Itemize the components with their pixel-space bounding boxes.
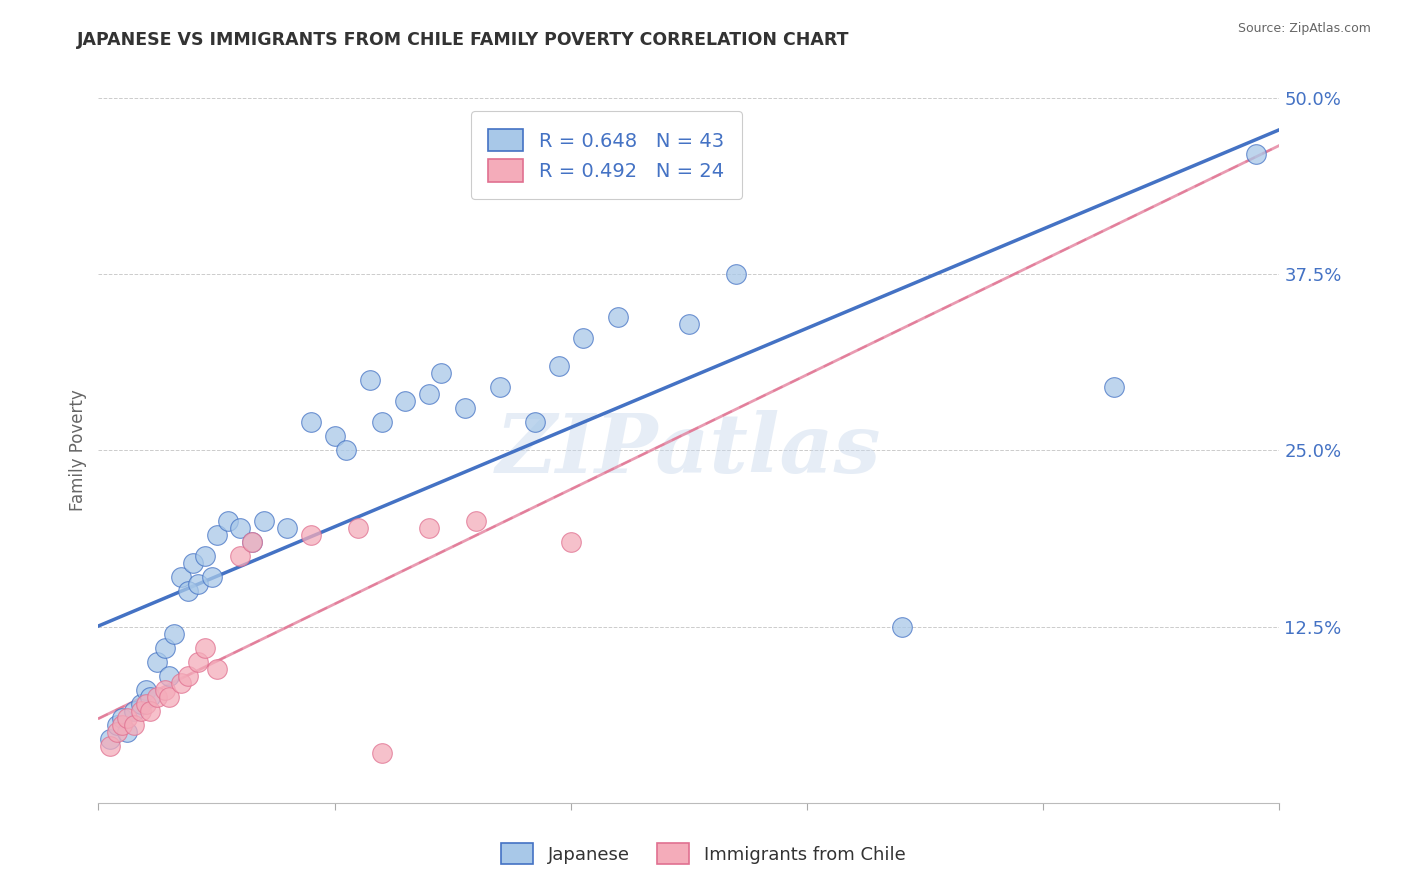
Legend: R = 0.648   N = 43, R = 0.492   N = 24: R = 0.648 N = 43, R = 0.492 N = 24 — [471, 112, 741, 199]
Point — [153, 683, 176, 698]
Point — [240, 535, 263, 549]
Point — [194, 549, 217, 564]
Point — [187, 655, 209, 669]
Point — [146, 655, 169, 669]
Point — [371, 415, 394, 429]
Point — [299, 528, 322, 542]
Point — [217, 514, 239, 528]
Point — [139, 690, 162, 705]
Point — [489, 380, 512, 394]
Point — [725, 268, 748, 282]
Point — [122, 718, 145, 732]
Point — [1244, 147, 1267, 161]
Point — [205, 528, 228, 542]
Point — [299, 415, 322, 429]
Point — [1102, 380, 1125, 394]
Point — [276, 521, 298, 535]
Text: JAPANESE VS IMMIGRANTS FROM CHILE FAMILY POVERTY CORRELATION CHART: JAPANESE VS IMMIGRANTS FROM CHILE FAMILY… — [77, 31, 849, 49]
Point — [418, 387, 440, 401]
Point — [98, 732, 121, 747]
Point — [194, 640, 217, 655]
Point — [129, 704, 152, 718]
Point — [465, 514, 488, 528]
Point — [205, 662, 228, 676]
Point — [153, 640, 176, 655]
Point — [253, 514, 276, 528]
Point — [548, 359, 571, 373]
Point — [157, 669, 180, 683]
Point — [98, 739, 121, 754]
Legend: Japanese, Immigrants from Chile: Japanese, Immigrants from Chile — [486, 829, 920, 879]
Point — [177, 669, 200, 683]
Point — [201, 570, 224, 584]
Point — [115, 725, 138, 739]
Point — [229, 549, 252, 564]
Point — [524, 415, 547, 429]
Point — [418, 521, 440, 535]
Point — [181, 556, 204, 570]
Point — [139, 704, 162, 718]
Point — [335, 443, 357, 458]
Point — [146, 690, 169, 705]
Point — [187, 577, 209, 591]
Point — [323, 429, 346, 443]
Point — [371, 747, 394, 761]
Point — [163, 626, 186, 640]
Point — [453, 401, 475, 416]
Point — [105, 718, 128, 732]
Point — [122, 704, 145, 718]
Text: Source: ZipAtlas.com: Source: ZipAtlas.com — [1237, 22, 1371, 36]
Point — [890, 619, 912, 633]
Text: ZIPatlas: ZIPatlas — [496, 410, 882, 491]
Point — [170, 676, 193, 690]
Point — [678, 317, 700, 331]
Point — [129, 697, 152, 711]
Point — [240, 535, 263, 549]
Point — [135, 697, 157, 711]
Point — [105, 725, 128, 739]
Point — [430, 366, 453, 380]
Point — [394, 394, 416, 409]
Point — [170, 570, 193, 584]
Point — [115, 711, 138, 725]
Point — [157, 690, 180, 705]
Point — [111, 718, 134, 732]
Point — [607, 310, 630, 324]
Point — [229, 521, 252, 535]
Point — [177, 584, 200, 599]
Point — [571, 331, 593, 345]
Point — [347, 521, 370, 535]
Point — [111, 711, 134, 725]
Y-axis label: Family Poverty: Family Poverty — [69, 390, 87, 511]
Point — [359, 373, 381, 387]
Point — [560, 535, 582, 549]
Point — [135, 683, 157, 698]
